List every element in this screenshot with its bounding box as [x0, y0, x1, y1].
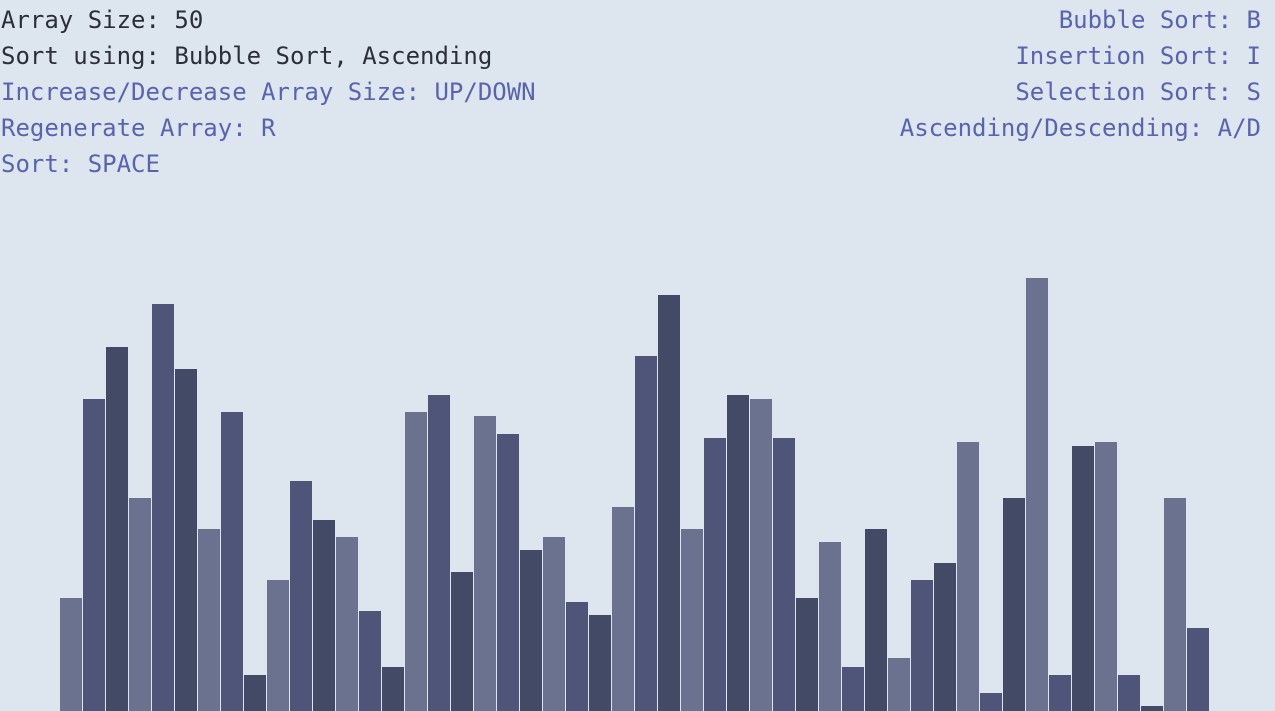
array-bar — [382, 667, 404, 711]
array-bar — [566, 602, 588, 711]
array-bar — [658, 295, 680, 711]
array-bar — [474, 416, 496, 711]
array-bar — [520, 550, 542, 711]
sort-mode-label: Sort using: Bubble Sort, Ascending — [1, 42, 493, 70]
array-bar — [313, 520, 335, 711]
array-bar — [865, 529, 887, 711]
array-bar — [819, 542, 841, 711]
array-bar — [543, 537, 565, 711]
array-bar — [773, 438, 795, 711]
help-regenerate: Regenerate Array: R — [1, 114, 276, 142]
array-bar — [1164, 498, 1186, 711]
array-bar — [451, 572, 473, 711]
array-bar — [497, 434, 519, 711]
array-bar — [1118, 675, 1140, 711]
array-bar — [60, 598, 82, 711]
array-bar — [612, 507, 634, 711]
array-bar — [911, 580, 933, 711]
array-bar — [1026, 278, 1048, 711]
array-bar — [244, 675, 266, 711]
array-bar — [198, 529, 220, 711]
array-bar — [428, 395, 450, 711]
array-bar — [1003, 498, 1025, 711]
array-bar — [175, 369, 197, 711]
hud-right: Bubble Sort: B Insertion Sort: I Selecti… — [900, 2, 1261, 146]
array-bar — [221, 412, 243, 711]
hud-left: Array Size: 50 Sort using: Bubble Sort, … — [1, 2, 536, 182]
array-bar — [1187, 628, 1209, 711]
array-bar — [405, 412, 427, 711]
array-bar — [957, 442, 979, 711]
array-bar — [1141, 706, 1163, 711]
array-bar — [1049, 675, 1071, 711]
help-array-size: Increase/Decrease Array Size: UP/DOWN — [1, 78, 536, 106]
array-bar — [1095, 442, 1117, 711]
help-bubble-sort: Bubble Sort: B — [1058, 6, 1261, 34]
array-bar — [152, 304, 174, 711]
array-bar — [796, 598, 818, 711]
help-selection-sort: Selection Sort: S — [1015, 78, 1261, 106]
array-bar — [934, 563, 956, 711]
array-bar — [1072, 446, 1094, 711]
array-bar — [727, 395, 749, 711]
array-bar — [704, 438, 726, 711]
array-bar — [129, 498, 151, 711]
array-bar — [681, 529, 703, 711]
array-bar — [750, 399, 772, 711]
array-bar — [888, 658, 910, 711]
array-bar — [336, 537, 358, 711]
array-size-label: Array Size: 50 — [1, 6, 204, 34]
array-bar — [980, 693, 1002, 711]
array-bar — [83, 399, 105, 711]
help-insertion-sort: Insertion Sort: I — [1015, 42, 1261, 70]
array-bar — [635, 356, 657, 711]
array-bar — [359, 611, 381, 711]
help-sort: Sort: SPACE — [1, 150, 160, 178]
array-bar — [842, 667, 864, 711]
array-bar — [106, 347, 128, 711]
array-bar — [290, 481, 312, 711]
array-bar — [267, 580, 289, 711]
array-bar — [589, 615, 611, 711]
help-order-toggle: Ascending/Descending: A/D — [899, 114, 1261, 142]
